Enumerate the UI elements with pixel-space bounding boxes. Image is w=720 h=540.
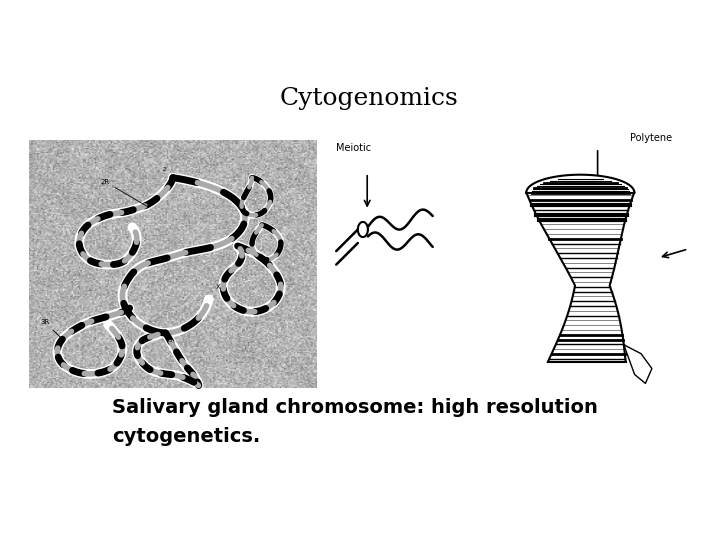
Polygon shape: [526, 175, 634, 192]
Text: cytogenetics.: cytogenetics.: [112, 428, 261, 447]
Text: 2R: 2R: [101, 179, 149, 207]
Text: Meiotic: Meiotic: [336, 143, 371, 153]
Text: Salivary gland chromosome: high resolution: Salivary gland chromosome: high resoluti…: [112, 399, 598, 417]
Text: 2: 2: [163, 167, 166, 172]
Text: X: X: [216, 285, 221, 291]
Text: Cytogenomics: Cytogenomics: [279, 86, 459, 110]
Text: Polytene: Polytene: [630, 133, 672, 143]
Text: 3: 3: [168, 338, 172, 342]
Polygon shape: [624, 345, 652, 383]
Text: 3R: 3R: [40, 319, 63, 340]
